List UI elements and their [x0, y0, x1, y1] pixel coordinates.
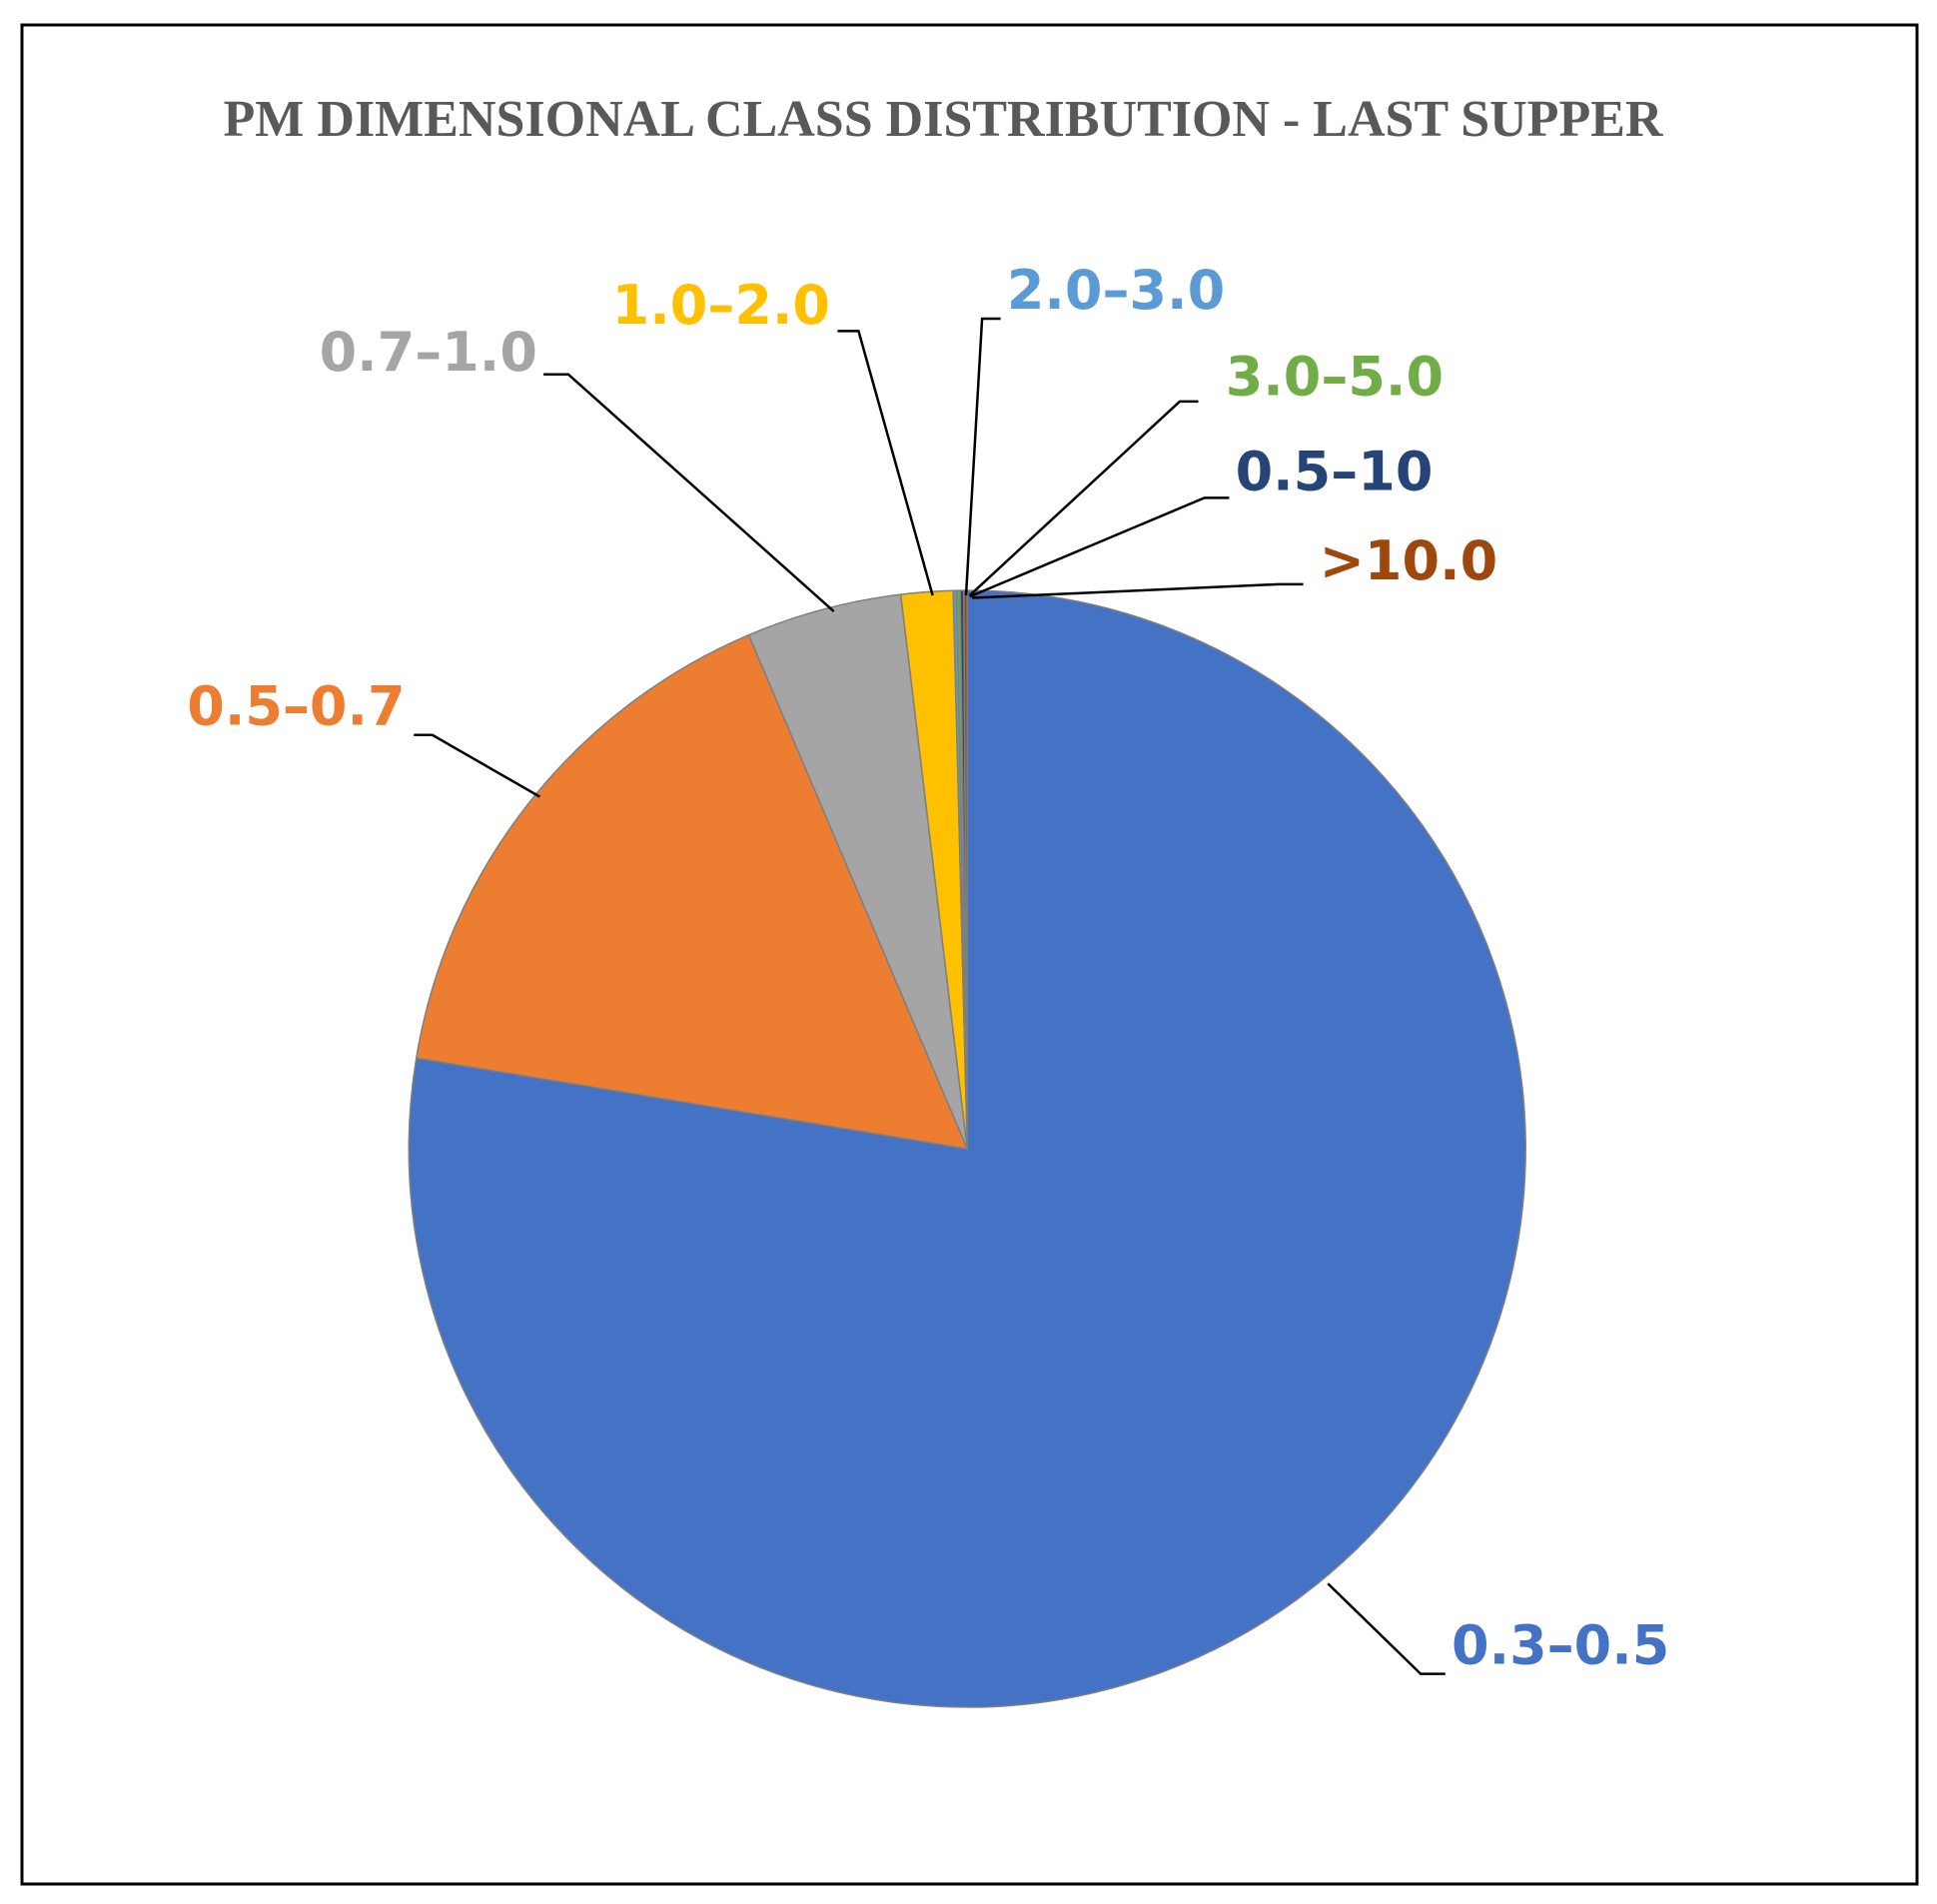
leader-line: [964, 317, 1001, 596]
data-label: 3.0–5.0: [1226, 346, 1444, 409]
pie-slice: [415, 633, 969, 1151]
data-label: >10.0: [1320, 529, 1497, 592]
pie-slice: [747, 593, 969, 1150]
leader-line: [414, 733, 541, 798]
chart-title: PM DIMENSIONAL CLASS DISTRIBUTION - LAST…: [224, 91, 1664, 148]
data-label: 0.7–1.0: [320, 321, 537, 384]
data-label: 0.5–0.7: [187, 675, 405, 738]
leader-line: [837, 330, 934, 596]
leader-line: [972, 582, 1304, 599]
leader-line: [1327, 1582, 1446, 1675]
leader-line: [969, 496, 1230, 598]
data-label: 1.0–2.0: [612, 274, 830, 337]
data-label: 0.3–0.5: [1452, 1614, 1669, 1677]
leader-line: [968, 400, 1199, 596]
leader-line: [543, 373, 835, 613]
data-label: 2.0–3.0: [1007, 259, 1225, 322]
data-label: 0.5–10: [1236, 441, 1434, 503]
